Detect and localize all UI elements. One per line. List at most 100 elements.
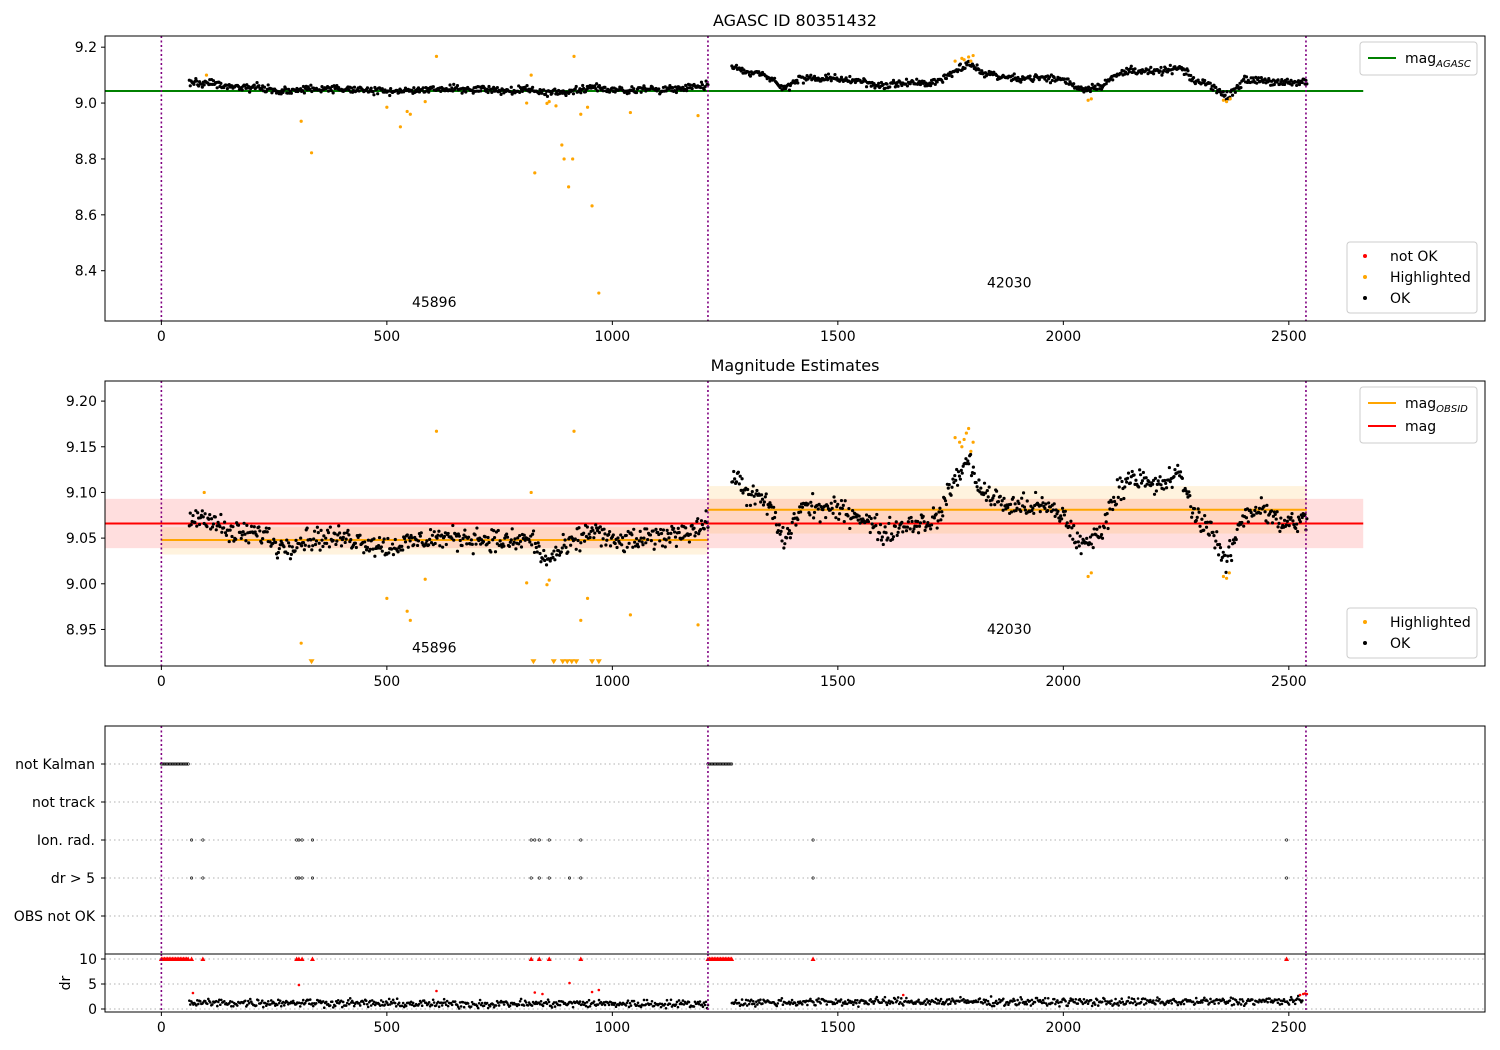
data-point-ok [911,530,915,534]
dr-point [588,1004,592,1008]
data-point-ok [816,507,820,511]
dr-point [685,1002,689,1005]
x-tick-label: 0 [157,674,166,690]
data-point-ok [790,520,794,524]
data-point-ok [876,537,880,542]
y-tick-label: 9.15 [66,440,97,456]
data-point-ok [753,502,757,506]
data-point-ok [537,544,541,548]
data-point-ok [881,542,885,547]
data-point-ok [1276,78,1280,82]
data-point-ok [904,529,909,533]
dr-point [259,1001,263,1005]
dr-point [665,998,669,1002]
data-point-ok [684,83,688,88]
dr-point [652,1004,656,1008]
dr-point [1030,998,1034,1002]
data-point-ok [1066,77,1070,81]
dr-point [1116,1001,1119,1005]
data-point-ok [265,530,269,534]
data-point-ok [810,504,814,508]
data-point-ok [1230,93,1235,97]
axes-frame [104,953,1486,1013]
data-point-ok [288,557,293,561]
dr-point [746,999,750,1002]
flag-marker [172,762,176,766]
dr-point [1268,997,1271,1000]
dr-point [1019,995,1022,999]
data-point-ok [582,539,587,543]
dr-point [1239,1003,1243,1006]
data-point-ok [1013,502,1017,506]
data-point-ok [677,530,681,535]
data-point-ok [1285,519,1289,523]
dr-axis-label: dr [58,975,74,990]
data-point-ok [848,74,852,79]
data-point-ok [509,85,513,89]
data-point-ok [1217,542,1222,547]
dr-point [480,1001,484,1005]
dr-point [482,1004,486,1007]
data-point-ok [1062,513,1067,517]
data-point-ok [1276,525,1280,529]
dr-point [1071,998,1075,1001]
data-point-ok [1294,526,1298,530]
data-point-ok [957,474,962,478]
data-point-ok [562,543,566,547]
data-point-ok [893,85,897,89]
x-tick-label: 500 [373,1020,400,1036]
data-point-ok [885,82,889,86]
highlighted-point [423,100,427,104]
data-point-ok [1242,77,1246,81]
data-point-ok [1234,537,1238,542]
dr-point [402,1005,406,1009]
dr-point [417,1002,421,1006]
data-point-ok [1198,524,1202,528]
data-point-ok [908,527,912,531]
data-point-ok [785,526,790,531]
dr-point [491,1003,495,1006]
dr-point [1155,999,1158,1002]
data-point-ok [532,550,537,555]
data-point-ok [579,541,583,545]
dr-point [269,999,273,1002]
data-point-ok [1130,469,1134,474]
flag-marker [297,838,301,842]
dr-point [550,1006,554,1009]
data-point-ok [926,521,930,525]
data-point-ok [906,520,910,524]
flag-marker [723,762,727,766]
data-point-ok [491,538,495,542]
data-point-ok [223,531,228,535]
data-point-ok [642,536,646,540]
highlighted-point [202,490,206,495]
data-point-ok [1060,506,1065,510]
data-point-ok [1246,520,1250,524]
highlighted-point [567,185,571,189]
data-point-ok [284,87,288,91]
data-point-ok [632,527,636,531]
data-point-ok [553,558,557,562]
data-point-ok [782,546,786,550]
data-point-ok [302,91,306,95]
dr-point [747,1002,751,1006]
data-point-ok [964,457,968,461]
data-point-ok [470,88,474,92]
data-point-ok [597,530,602,535]
dr-point [459,1005,463,1008]
data-point-ok [842,519,846,524]
dr-point [675,1000,679,1004]
data-point-ok [369,86,373,90]
dr-point [235,1004,239,1007]
dr-point [553,1005,557,1008]
data-point-ok [1200,517,1204,521]
dr-point [629,1004,633,1007]
highlighted-point [408,112,412,116]
data-point-ok [1163,478,1167,483]
data-point-ok [1195,515,1199,519]
legend-box [1346,607,1478,659]
data-point-ok [262,85,267,89]
data-point-ok [1053,514,1057,518]
highlighted-point [969,449,973,453]
